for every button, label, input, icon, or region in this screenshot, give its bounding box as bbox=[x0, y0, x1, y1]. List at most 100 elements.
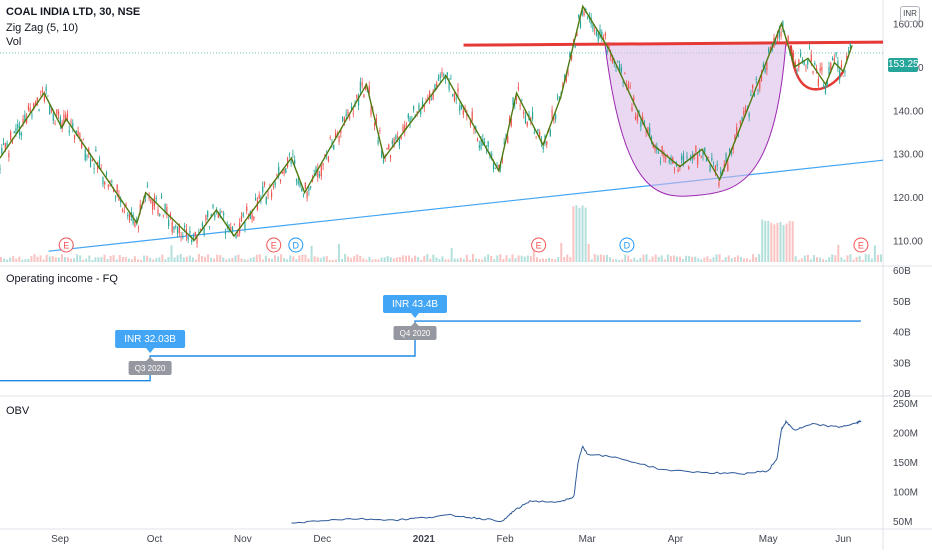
volume-bar bbox=[453, 258, 456, 262]
candle-body bbox=[304, 182, 306, 189]
volume-bar bbox=[426, 254, 429, 262]
volume-bar bbox=[356, 254, 359, 262]
volume-bar bbox=[295, 259, 298, 262]
volume-bar bbox=[36, 256, 39, 262]
volume-bar bbox=[715, 254, 718, 262]
volume-bar bbox=[249, 257, 252, 262]
volume-bar bbox=[557, 256, 560, 262]
volume-bar bbox=[264, 255, 267, 262]
candle-body bbox=[187, 237, 189, 240]
volume-bar bbox=[523, 256, 526, 262]
candle-body bbox=[171, 221, 173, 233]
candle-body bbox=[290, 161, 292, 164]
candle-body bbox=[6, 142, 8, 147]
volume-bar bbox=[292, 256, 295, 262]
volume-bar bbox=[371, 259, 374, 262]
volume-bar bbox=[417, 257, 420, 262]
candle-body bbox=[100, 168, 102, 169]
candle-body bbox=[292, 153, 294, 155]
candle-body bbox=[299, 181, 301, 187]
candle-body bbox=[391, 140, 393, 145]
candle-body bbox=[43, 96, 45, 101]
volume-bar bbox=[636, 259, 639, 262]
candle-body bbox=[808, 46, 811, 48]
price-axis-tick-label: 140.00 bbox=[893, 106, 924, 117]
candle-body bbox=[624, 72, 626, 74]
time-axis-tick-label: Nov bbox=[234, 534, 252, 545]
volume-bar bbox=[587, 243, 590, 262]
volume-bar bbox=[742, 258, 745, 262]
candle-body bbox=[484, 142, 486, 143]
candle-body bbox=[510, 118, 512, 127]
candle-body bbox=[711, 157, 713, 161]
volume-bar bbox=[511, 254, 514, 262]
candle-body bbox=[475, 126, 477, 130]
candle-body bbox=[327, 156, 330, 162]
candle-body bbox=[469, 120, 472, 126]
zigzag-indicator-label[interactable]: Zig Zag (5, 10) bbox=[6, 22, 79, 34]
volume-bar bbox=[280, 254, 283, 262]
candle-body bbox=[73, 135, 76, 140]
candle-body bbox=[450, 78, 452, 80]
volume-indicator-label[interactable]: Vol bbox=[6, 36, 22, 48]
candle-body bbox=[231, 226, 234, 231]
volume-bar bbox=[532, 243, 535, 262]
candle-body bbox=[663, 152, 665, 158]
volume-bar bbox=[758, 254, 761, 262]
volume-bar bbox=[270, 259, 273, 262]
candle-body bbox=[318, 174, 321, 177]
candle-body bbox=[389, 155, 392, 159]
candle-body bbox=[704, 147, 706, 153]
candle-body bbox=[89, 157, 92, 167]
candle-body bbox=[365, 86, 367, 91]
volume-bar bbox=[688, 255, 691, 262]
volume-bar bbox=[155, 258, 158, 262]
volume-bar bbox=[374, 259, 377, 262]
volume-bar bbox=[234, 255, 237, 262]
candle-body bbox=[352, 113, 354, 114]
candle-body bbox=[393, 138, 395, 146]
candle-body bbox=[400, 136, 402, 140]
volume-bar bbox=[386, 255, 389, 262]
candle-body bbox=[849, 43, 851, 49]
candle-body bbox=[702, 152, 704, 156]
candle-body bbox=[436, 83, 438, 87]
candle-body bbox=[306, 191, 308, 199]
candle-body bbox=[537, 129, 539, 132]
volume-bar bbox=[870, 258, 873, 262]
candle-body bbox=[125, 204, 127, 207]
volume-bar bbox=[791, 221, 794, 262]
candle-body bbox=[372, 106, 374, 108]
candle-body bbox=[709, 165, 711, 172]
candle-body bbox=[565, 75, 567, 82]
candle-body bbox=[375, 118, 377, 124]
candle-body bbox=[173, 226, 175, 230]
volume-bar bbox=[837, 244, 840, 262]
candle-body bbox=[627, 84, 630, 88]
candle-body bbox=[697, 154, 699, 165]
volume-bar bbox=[545, 258, 548, 262]
candle-body bbox=[45, 86, 47, 92]
period-label-box bbox=[393, 326, 437, 341]
volume-bar bbox=[33, 254, 36, 262]
candle-body bbox=[407, 114, 409, 119]
candle-body bbox=[84, 149, 86, 160]
last-price-tag: 153.25 bbox=[888, 58, 919, 72]
candle-body bbox=[496, 165, 498, 167]
candle-body bbox=[437, 77, 440, 81]
candle-body bbox=[626, 84, 628, 86]
time-axis-tick-label: Jun bbox=[835, 534, 851, 545]
currency-badge[interactable]: INR bbox=[900, 6, 920, 22]
candle-body bbox=[0, 168, 1, 171]
candle-body bbox=[377, 139, 379, 144]
volume-bar bbox=[240, 258, 243, 262]
volume-bar bbox=[395, 257, 398, 262]
volume-bar bbox=[432, 254, 435, 262]
operating-income-pane-title[interactable]: Operating income - FQ bbox=[6, 273, 118, 285]
volume-bar bbox=[85, 258, 88, 262]
obv-pane-title[interactable]: OBV bbox=[6, 405, 30, 417]
candle-body bbox=[487, 141, 489, 147]
volume-bar bbox=[121, 257, 124, 262]
